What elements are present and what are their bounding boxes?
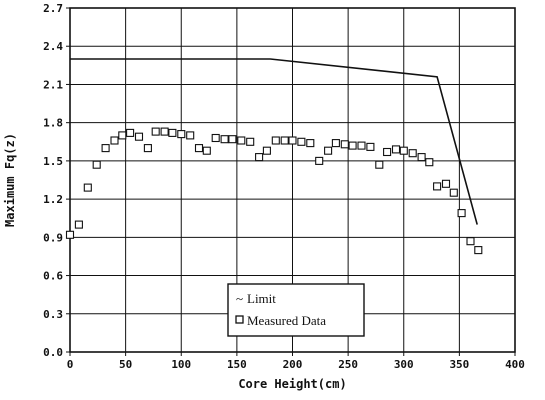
x-tick-label: 350 <box>449 358 469 371</box>
measured-data-point <box>425 158 434 167</box>
measured-data-point <box>280 136 289 145</box>
measured-data-point <box>433 182 442 191</box>
measured-data-point <box>288 136 297 145</box>
measured-data-point <box>134 132 144 141</box>
measured-data-point <box>83 183 92 192</box>
measured-data-point <box>375 160 384 169</box>
x-tick-label: 400 <box>505 358 525 371</box>
measured-data-point <box>228 135 237 144</box>
measured-data-point <box>220 135 229 144</box>
measured-data-point <box>143 144 152 153</box>
measured-data-point <box>74 220 83 229</box>
measured-data-point <box>126 128 135 137</box>
measured-data-point <box>177 130 186 139</box>
measured-data-point <box>211 133 220 143</box>
measured-data-point <box>383 147 392 157</box>
measured-data-point <box>399 146 408 155</box>
measured-data-point <box>366 142 375 151</box>
measured-data-point <box>457 209 466 218</box>
legend-limit-label: Limit <box>247 291 276 306</box>
x-axis-title: Core Height(cm) <box>238 377 346 391</box>
y-tick-label: 1.8 <box>43 117 63 130</box>
measured-data-point <box>297 137 306 146</box>
y-tick-label: 2.7 <box>43 2 63 15</box>
measured-data-point <box>255 153 264 162</box>
y-tick-label: 2.1 <box>43 78 63 91</box>
legend-square-marker <box>235 315 244 324</box>
grid <box>70 8 515 352</box>
measured-data-point <box>408 149 417 158</box>
x-tick-label: 150 <box>227 358 247 371</box>
x-tick-label: 50 <box>119 358 132 371</box>
x-tick-label: 100 <box>171 358 191 371</box>
measured-data-point <box>110 136 119 145</box>
limit-line <box>70 58 478 225</box>
measured-data-point <box>262 146 271 155</box>
measured-data-point <box>348 141 357 150</box>
measured-data-point <box>160 127 169 136</box>
measured-data-point <box>186 131 195 140</box>
y-tick-label: 1.2 <box>43 193 63 206</box>
measured-data-point <box>246 137 255 146</box>
y-tick-label: 0.6 <box>43 270 63 283</box>
measured-data-point <box>417 153 426 162</box>
measured-data-point <box>391 145 401 154</box>
y-tick-label: 0.9 <box>43 231 63 244</box>
measured-data-point <box>466 237 475 246</box>
y-axis: 0.0 0.3 0.6 0.9 1.2 1.5 1.8 2.1 2.4 2.7 <box>43 2 70 359</box>
measured-data-point <box>92 160 101 169</box>
x-tick-label: 300 <box>394 358 414 371</box>
measured-data-point <box>441 179 451 188</box>
measured-data-point <box>118 131 127 140</box>
y-tick-label: 1.5 <box>43 155 63 168</box>
measured-data-point <box>151 127 160 136</box>
measured-data-point <box>357 141 366 150</box>
measured-data-point <box>449 188 458 197</box>
series-layer <box>65 58 483 255</box>
measured-data-point <box>340 140 349 149</box>
x-tick-label: 250 <box>338 358 358 371</box>
measured-data-point <box>315 156 324 165</box>
measured-data-point <box>65 230 75 239</box>
y-tick-label: 2.4 <box>43 40 63 53</box>
y-tick-label: 0.3 <box>43 308 63 321</box>
measured-data-point <box>331 139 340 148</box>
x-tick-label: 200 <box>283 358 303 371</box>
measured-data-point <box>194 144 204 153</box>
measured-data-point <box>271 136 280 145</box>
measured-data-point <box>237 136 246 145</box>
legend-measured-label: Measured Data <box>247 313 326 328</box>
legend: ~ Limit Measured Data <box>227 283 365 337</box>
x-tick-label: 0 <box>67 358 74 371</box>
measured-data-point <box>168 128 177 137</box>
y-tick-label: 0.0 <box>43 346 63 359</box>
measured-data-point <box>306 139 315 148</box>
x-axis: 0 50 100 150 200 250 300 350 400 <box>67 352 525 371</box>
y-axis-title: Maximum Fq(z) <box>3 133 17 227</box>
legend-box <box>227 283 365 337</box>
measured-data-point <box>202 146 211 155</box>
measured-data-point <box>324 146 333 155</box>
measured-data-point <box>474 246 483 255</box>
legend-limit-marker: ~ <box>236 291 243 306</box>
measured-data-point <box>101 144 110 153</box>
